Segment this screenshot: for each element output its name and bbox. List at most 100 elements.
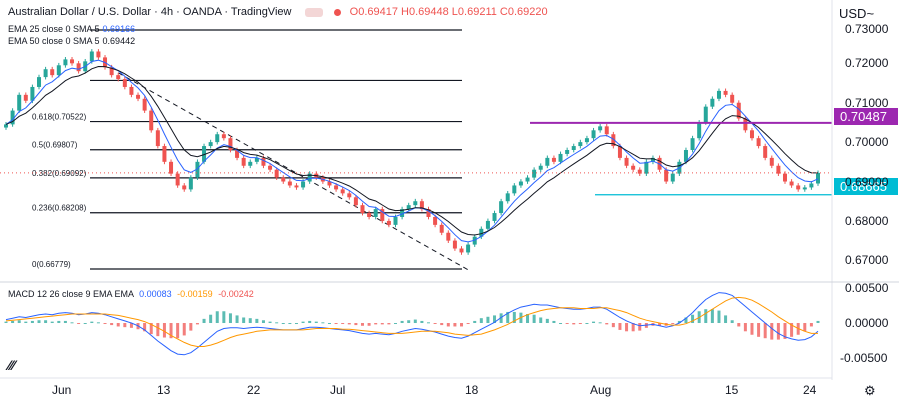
candle-body — [591, 130, 596, 139]
macd-histogram-bar — [486, 316, 490, 324]
macd-histogram-bar — [763, 323, 767, 339]
macd-histogram-bar — [103, 323, 107, 325]
tradingview-logo-icon[interactable]: ⁄⁄⁄ — [8, 357, 16, 373]
macd-histogram-bar — [116, 323, 120, 327]
candle-body — [182, 185, 187, 190]
candle-body — [730, 94, 735, 103]
candle-body — [162, 146, 167, 162]
macd-histogram-bar — [222, 311, 226, 324]
candle-body — [670, 173, 675, 182]
flag-icon[interactable] — [304, 7, 323, 17]
candle-body — [393, 216, 398, 225]
candle-body — [446, 232, 451, 241]
settings-gear-icon[interactable]: ⚙ — [864, 383, 876, 398]
candle-body — [769, 157, 774, 166]
macd-histogram-bar — [57, 320, 61, 324]
macd-value: 0.00083 — [139, 289, 172, 299]
candle-body — [697, 122, 702, 139]
macd-histogram-bar — [281, 323, 285, 325]
macd-legend[interactable]: MACD 12 26 close 9 EMA EMA 0.00083 -0.00… — [8, 289, 254, 299]
candle-body — [195, 161, 200, 178]
macd-histogram-bar — [77, 323, 81, 325]
candle-body — [419, 201, 424, 210]
candle-body — [116, 75, 121, 80]
macd-histogram-bar — [17, 320, 21, 324]
macd-histogram-bar — [532, 314, 536, 324]
candle-body — [683, 150, 688, 162]
y-tick-label: 0.70000 — [845, 135, 889, 150]
candle-body — [287, 181, 292, 186]
macd-histogram-bar — [11, 320, 15, 324]
candle-body — [512, 185, 517, 194]
macd-histogram-bar — [387, 323, 391, 325]
macd-histogram-bar — [143, 323, 147, 332]
x-tick-label: 24 — [803, 383, 817, 397]
candle-body — [584, 138, 589, 143]
macd-histogram-bar — [473, 320, 477, 324]
fib-level-label: 0.382(0.69092) — [32, 169, 87, 178]
macd-histogram-bar — [611, 323, 615, 328]
macd-histogram-bar — [288, 323, 292, 325]
ema25-legend[interactable]: EMA 25 close 0 SMA 5 0.69166 — [8, 24, 135, 34]
macd-histogram-bar — [526, 314, 530, 324]
macd-histogram-bar — [466, 323, 470, 325]
candle-body — [274, 169, 279, 178]
downtrend-line — [117, 72, 469, 271]
y-tick-label: 0.71000 — [845, 95, 889, 110]
macd-tick-label: -0.00500 — [840, 350, 888, 365]
macd-histogram-bar — [598, 322, 602, 324]
currency-selector[interactable]: USD~ — [839, 6, 875, 21]
candle-body — [631, 165, 636, 170]
macd-histogram-bar — [360, 323, 364, 326]
macd-histogram-bar — [499, 313, 503, 324]
candle-body — [386, 220, 391, 225]
candle-body — [565, 150, 570, 154]
macd-histogram-bar — [169, 323, 173, 339]
candle-body — [169, 161, 174, 174]
candle-body — [499, 201, 504, 214]
candle-body — [789, 181, 794, 186]
macd-pane — [4, 292, 820, 356]
ema50-line — [5, 65, 818, 236]
macd-histogram-bar — [162, 323, 166, 338]
macd-histogram-bar — [83, 323, 87, 325]
ema25-value: 0.69166 — [102, 24, 136, 34]
macd-histogram-bar — [743, 323, 747, 332]
candle-body — [76, 63, 81, 72]
ema50-legend[interactable]: EMA 50 close 0 SMA 5 0.69442 — [8, 36, 135, 46]
x-tick-label: 15 — [725, 383, 739, 397]
hist-value: -0.00242 — [218, 289, 254, 299]
macd-histogram-bar — [565, 323, 569, 325]
candle-body — [545, 157, 550, 166]
candle-body — [43, 69, 48, 78]
macd-histogram-bar — [96, 322, 100, 324]
candle-body — [650, 157, 655, 162]
candle-body — [439, 224, 444, 233]
candle-body — [37, 77, 42, 87]
x-tick-label: 13 — [157, 383, 171, 397]
macd-histogram-bar — [816, 320, 820, 324]
chart-header: Australian Dollar / U.S. Dollar · 4h · O… — [8, 6, 548, 18]
fib-level-label: 0.5(0.69807) — [32, 141, 78, 150]
candle-body — [142, 98, 147, 111]
macd-histogram-bar — [724, 315, 728, 324]
macd-histogram-bar — [327, 323, 331, 325]
macd-histogram-bar — [334, 323, 338, 325]
candle-body — [749, 130, 754, 139]
y-tick-label: 0.68000 — [845, 213, 889, 228]
x-tick-label: 22 — [247, 383, 261, 397]
candle-body — [301, 181, 306, 188]
macd-histogram-bar — [156, 323, 160, 337]
candle-body — [63, 59, 68, 66]
macd-histogram-bar — [625, 323, 629, 332]
macd-histogram-bar — [578, 323, 582, 325]
candle-body — [70, 59, 75, 64]
macd-histogram-bar — [248, 318, 252, 324]
macd-histogram-bar — [631, 323, 635, 332]
macd-histogram-bar — [367, 323, 371, 326]
candle-body — [261, 157, 266, 166]
candle-body — [353, 197, 358, 206]
ohlc-values: O0.69417 H0.69448 L0.69211 C0.69220 — [349, 6, 548, 18]
candle-body — [611, 134, 616, 147]
